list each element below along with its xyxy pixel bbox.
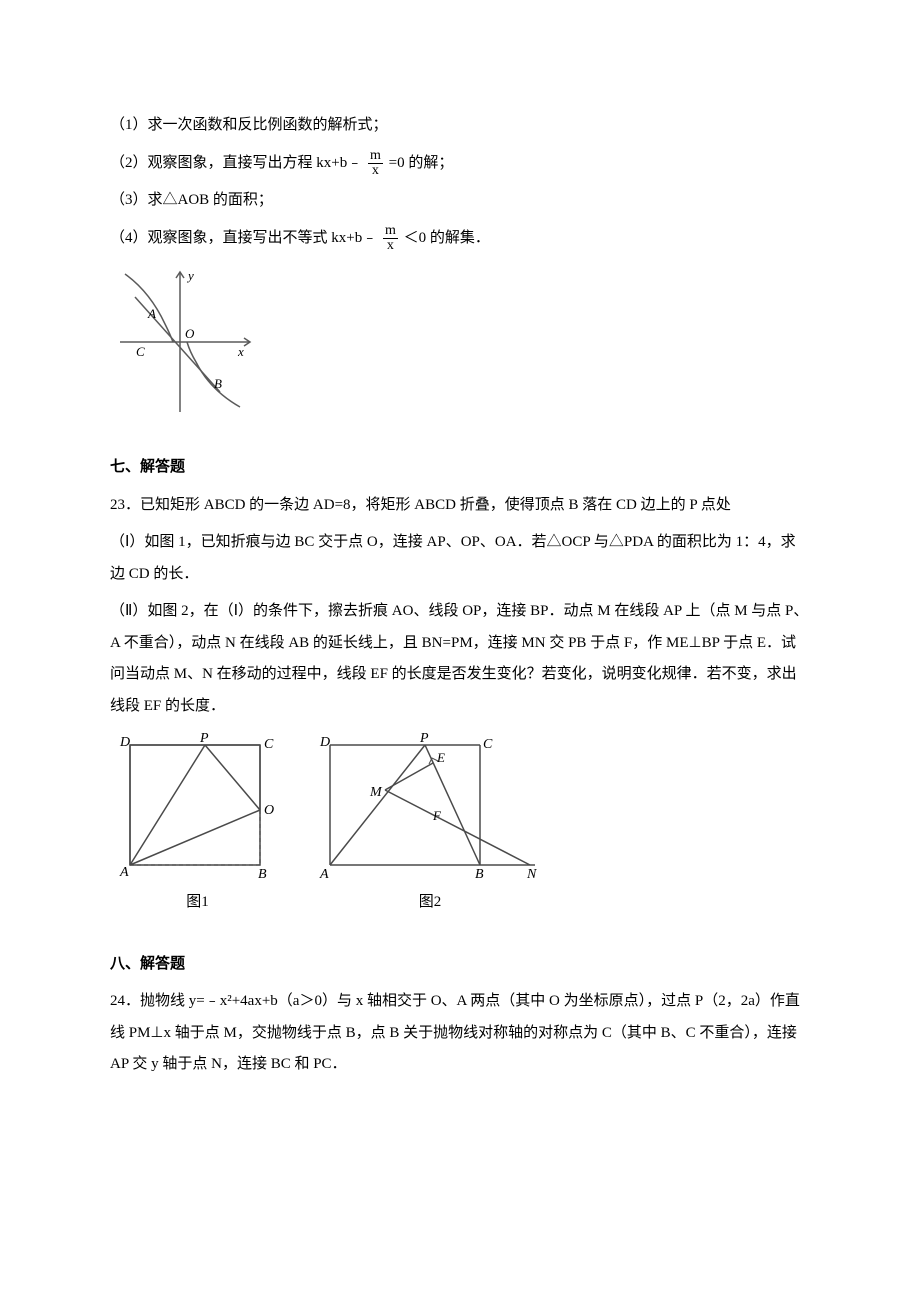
q23-fig2-svg: D P C A B N M E F bbox=[315, 730, 545, 885]
q22-line4-post: ＜0 的解集． bbox=[404, 230, 490, 246]
q23-figures: D P C O A B 图1 bbox=[110, 730, 810, 919]
q22-line1: （1）求一次函数和反比例函数的解析式； bbox=[110, 110, 810, 142]
lbl2-M: M bbox=[369, 785, 383, 800]
section-7-title: 七、解答题 bbox=[110, 452, 810, 484]
q24-p1: 24．抛物线 y=﹣x²+4ax+b（a＞0）与 x 轴相交于 O、A 两点（其… bbox=[110, 986, 810, 1081]
q23-p2: （Ⅰ）如图 1，已知折痕与边 BC 交于点 O，连接 AP、OP、OA．若△OC… bbox=[110, 527, 810, 590]
lbl-D: D bbox=[119, 735, 130, 750]
q22-line4-pre: （4）观察图象，直接写出不等式 kx+b﹣ bbox=[110, 230, 377, 246]
q22-line3: （3）求△AOB 的面积； bbox=[110, 185, 810, 217]
lbl2-E: E bbox=[436, 750, 445, 765]
lbl-O: O bbox=[264, 803, 274, 818]
q22-line2: （2）观察图象，直接写出方程 kx+b﹣ m x =0 的解； bbox=[110, 148, 810, 180]
label-C: C bbox=[136, 344, 145, 359]
lbl-A: A bbox=[119, 865, 129, 880]
exam-page: （1）求一次函数和反比例函数的解析式； （2）观察图象，直接写出方程 kx+b﹣… bbox=[0, 0, 920, 1302]
frac-den: x bbox=[383, 239, 398, 253]
fraction-m-over-x-2: m x bbox=[383, 224, 398, 253]
q23-fig1-svg: D P C O A B bbox=[110, 730, 285, 885]
q23-p3: （Ⅱ）如图 2，在（Ⅰ）的条件下，擦去折痕 AO、线段 OP，连接 BP．动点 … bbox=[110, 596, 810, 722]
q22-figure: A B C O y x bbox=[110, 262, 810, 422]
lbl2-F: F bbox=[432, 808, 442, 823]
fig2-label: 图2 bbox=[315, 887, 545, 919]
lbl-C: C bbox=[264, 737, 274, 752]
label-O: O bbox=[185, 326, 195, 341]
q23-fig1: D P C O A B 图1 bbox=[110, 730, 285, 919]
lbl2-B: B bbox=[475, 867, 484, 882]
q22-line2-post: =0 的解； bbox=[389, 155, 454, 171]
lbl2-A: A bbox=[319, 867, 329, 882]
label-x: x bbox=[237, 344, 244, 359]
frac-den: x bbox=[368, 164, 383, 178]
q23-fig2: D P C A B N M E F 图2 bbox=[315, 730, 545, 919]
q22-svg: A B C O y x bbox=[110, 262, 260, 422]
lbl-P: P bbox=[199, 731, 209, 746]
lbl2-P: P bbox=[419, 731, 429, 746]
frac-num: m bbox=[383, 224, 398, 239]
label-y: y bbox=[186, 268, 194, 283]
frac-num: m bbox=[368, 149, 383, 164]
lbl2-C: C bbox=[483, 737, 493, 752]
label-A: A bbox=[147, 306, 156, 321]
label-B: B bbox=[214, 376, 222, 391]
lbl2-N: N bbox=[526, 867, 537, 882]
fraction-m-over-x-1: m x bbox=[368, 149, 383, 178]
q23-p1: 23．已知矩形 ABCD 的一条边 AD=8，将矩形 ABCD 折叠，使得顶点 … bbox=[110, 490, 810, 522]
lbl2-D: D bbox=[319, 735, 330, 750]
section-8-title: 八、解答题 bbox=[110, 949, 810, 981]
q22-line4: （4）观察图象，直接写出不等式 kx+b﹣ m x ＜0 的解集． bbox=[110, 223, 810, 255]
q22-line2-pre: （2）观察图象，直接写出方程 kx+b﹣ bbox=[110, 155, 362, 171]
lbl-B: B bbox=[258, 867, 267, 882]
fig1-label: 图1 bbox=[110, 887, 285, 919]
